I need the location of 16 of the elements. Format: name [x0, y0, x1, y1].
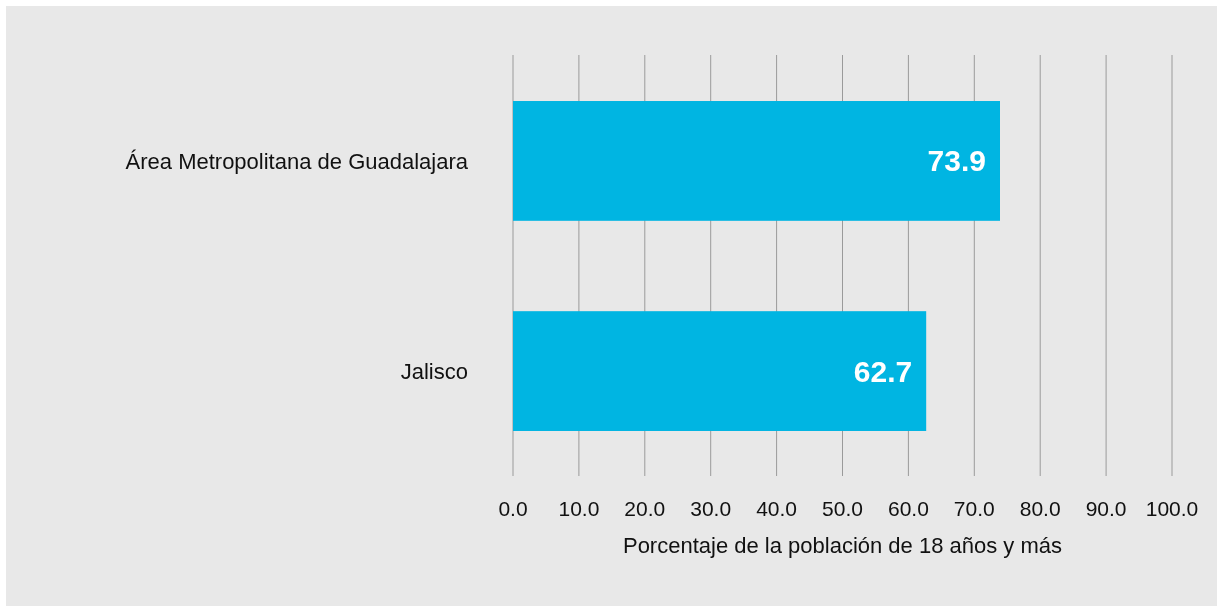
- x-tick-label: 30.0: [690, 497, 732, 520]
- x-tick-label: 40.0: [756, 497, 798, 520]
- x-tick-label: 60.0: [887, 497, 929, 520]
- x-tick-label: 10.0: [558, 497, 600, 520]
- data-label: 73.9: [927, 144, 986, 178]
- x-tick-label: 80.0: [1019, 497, 1061, 520]
- x-tick-label: 90.0: [1085, 497, 1127, 520]
- y-tick-label: Jalisco: [400, 358, 468, 384]
- y-tick-label: Área Metropolitana de Guadalajara: [125, 148, 469, 174]
- x-axis-title: Porcentaje de la población de 18 años y más: [622, 533, 1063, 558]
- x-tick-label: 70.0: [953, 497, 995, 520]
- x-tick-label: 20.0: [624, 497, 666, 520]
- data-label: 62.7: [853, 354, 913, 388]
- x-tick-label: 100.0: [1145, 497, 1199, 520]
- x-tick-label: 50.0: [822, 497, 863, 520]
- x-tick-label: 0.0: [498, 497, 528, 520]
